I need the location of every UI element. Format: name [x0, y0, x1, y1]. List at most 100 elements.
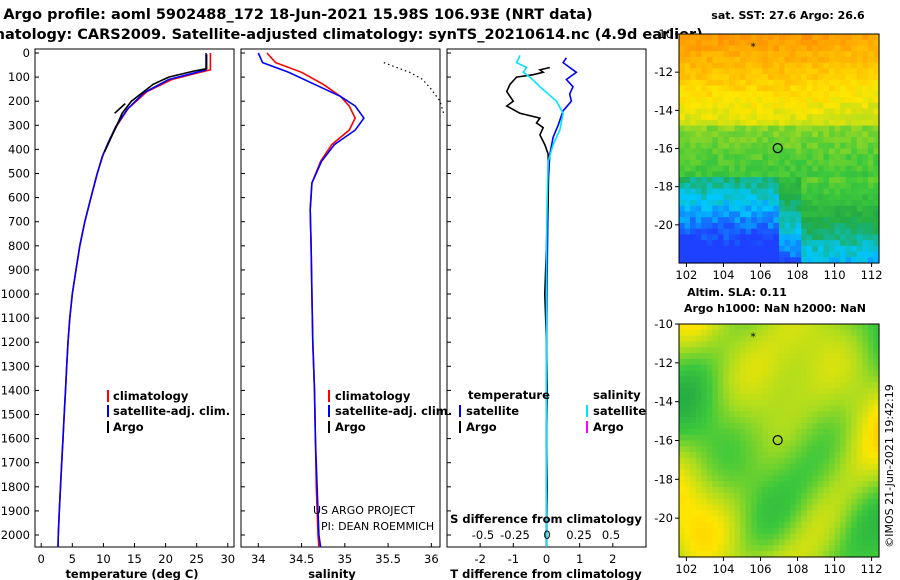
map-cell — [723, 45, 730, 52]
map-cell — [684, 142, 691, 150]
map-cell — [784, 177, 791, 184]
map-cell — [734, 240, 741, 247]
map-cell — [812, 68, 819, 75]
map-cell — [834, 45, 841, 52]
map-cell — [762, 85, 769, 92]
map-cell — [790, 39, 797, 47]
map-cell — [845, 177, 852, 184]
map-cell — [779, 137, 786, 144]
map-cell — [851, 91, 858, 98]
map-cell — [701, 370, 708, 378]
map-cell — [740, 324, 747, 331]
map-cell — [723, 177, 730, 184]
map-cell — [784, 45, 791, 52]
map-cell — [773, 228, 780, 235]
map-cell — [784, 329, 791, 337]
map-cell — [829, 85, 836, 92]
map-cell — [684, 39, 691, 47]
map-cell — [679, 79, 686, 87]
map-y-tick-label: -10 — [654, 27, 673, 41]
map-cell — [729, 62, 736, 69]
map-cell — [840, 148, 847, 155]
map-cell — [767, 551, 775, 558]
map-cell — [829, 469, 836, 477]
map-cell — [767, 434, 775, 442]
map-cell — [806, 545, 813, 552]
map-cell — [873, 119, 880, 127]
map-cell — [823, 74, 830, 81]
map-cell — [712, 177, 719, 184]
map-cell — [684, 527, 691, 535]
map-cell — [834, 85, 841, 92]
map-cell — [856, 240, 863, 247]
map-cell — [845, 68, 852, 75]
map-cell — [856, 200, 863, 207]
map-cell — [840, 504, 847, 511]
map-cell — [867, 324, 875, 331]
map-cell — [762, 131, 769, 138]
map-cell — [784, 85, 791, 92]
map-cell — [829, 335, 836, 343]
map-cell — [840, 358, 847, 366]
map-cell — [790, 96, 797, 104]
map-cell — [706, 102, 713, 110]
map-cell — [812, 388, 819, 395]
map-cell — [751, 68, 758, 75]
map-cell — [823, 539, 830, 546]
map-cell — [784, 417, 791, 424]
map-cell — [706, 257, 713, 264]
map-cell — [856, 79, 863, 87]
map-cell — [834, 205, 841, 213]
map-cell — [823, 417, 830, 424]
map-cell — [723, 79, 730, 87]
map-cell — [873, 182, 880, 190]
map-cell — [812, 34, 819, 41]
map-cell — [862, 510, 869, 517]
map-cell — [701, 182, 708, 190]
map-cell — [817, 551, 825, 558]
map-cell — [817, 102, 825, 110]
map-cell — [717, 358, 725, 366]
map-cell — [745, 68, 752, 75]
map-cell — [806, 423, 813, 430]
map-cell — [745, 137, 752, 144]
map-x-tick-label: 106 — [750, 268, 772, 282]
map-cell — [740, 194, 747, 201]
map-cell — [823, 159, 830, 167]
map-cell — [845, 182, 852, 190]
map-cell — [812, 539, 819, 546]
map-cell — [767, 393, 775, 401]
map-cell — [701, 177, 708, 184]
map-cell — [790, 188, 797, 195]
map-cell — [706, 222, 713, 230]
sla-map-title-2: Argo h1000: NaN h2000: NaN — [684, 302, 866, 315]
map-cell — [773, 79, 780, 87]
map-cell — [801, 79, 808, 87]
map-cell — [845, 329, 852, 337]
map-cell — [812, 200, 819, 207]
map-cell — [856, 498, 863, 506]
map-cell — [834, 370, 841, 378]
map-cell — [734, 188, 741, 195]
map-cell — [779, 114, 786, 121]
map-cell — [734, 405, 741, 412]
map-cell — [767, 353, 775, 360]
map-cell — [723, 452, 730, 459]
map-cell — [723, 159, 730, 167]
map-cell — [862, 245, 869, 253]
map-cell — [684, 68, 691, 75]
map-cell — [845, 533, 852, 541]
map-cell — [845, 137, 852, 144]
map-cell — [823, 200, 830, 207]
map-cell — [740, 257, 747, 264]
map-cell — [784, 388, 791, 395]
map-cell — [862, 96, 869, 104]
map-cell — [712, 251, 719, 258]
map-cell — [845, 428, 852, 436]
map-cell — [701, 498, 708, 506]
map-cell — [867, 85, 875, 92]
map-cell — [706, 551, 713, 558]
map-cell — [829, 382, 836, 389]
map-cell — [701, 62, 708, 69]
map-cell — [701, 539, 708, 546]
